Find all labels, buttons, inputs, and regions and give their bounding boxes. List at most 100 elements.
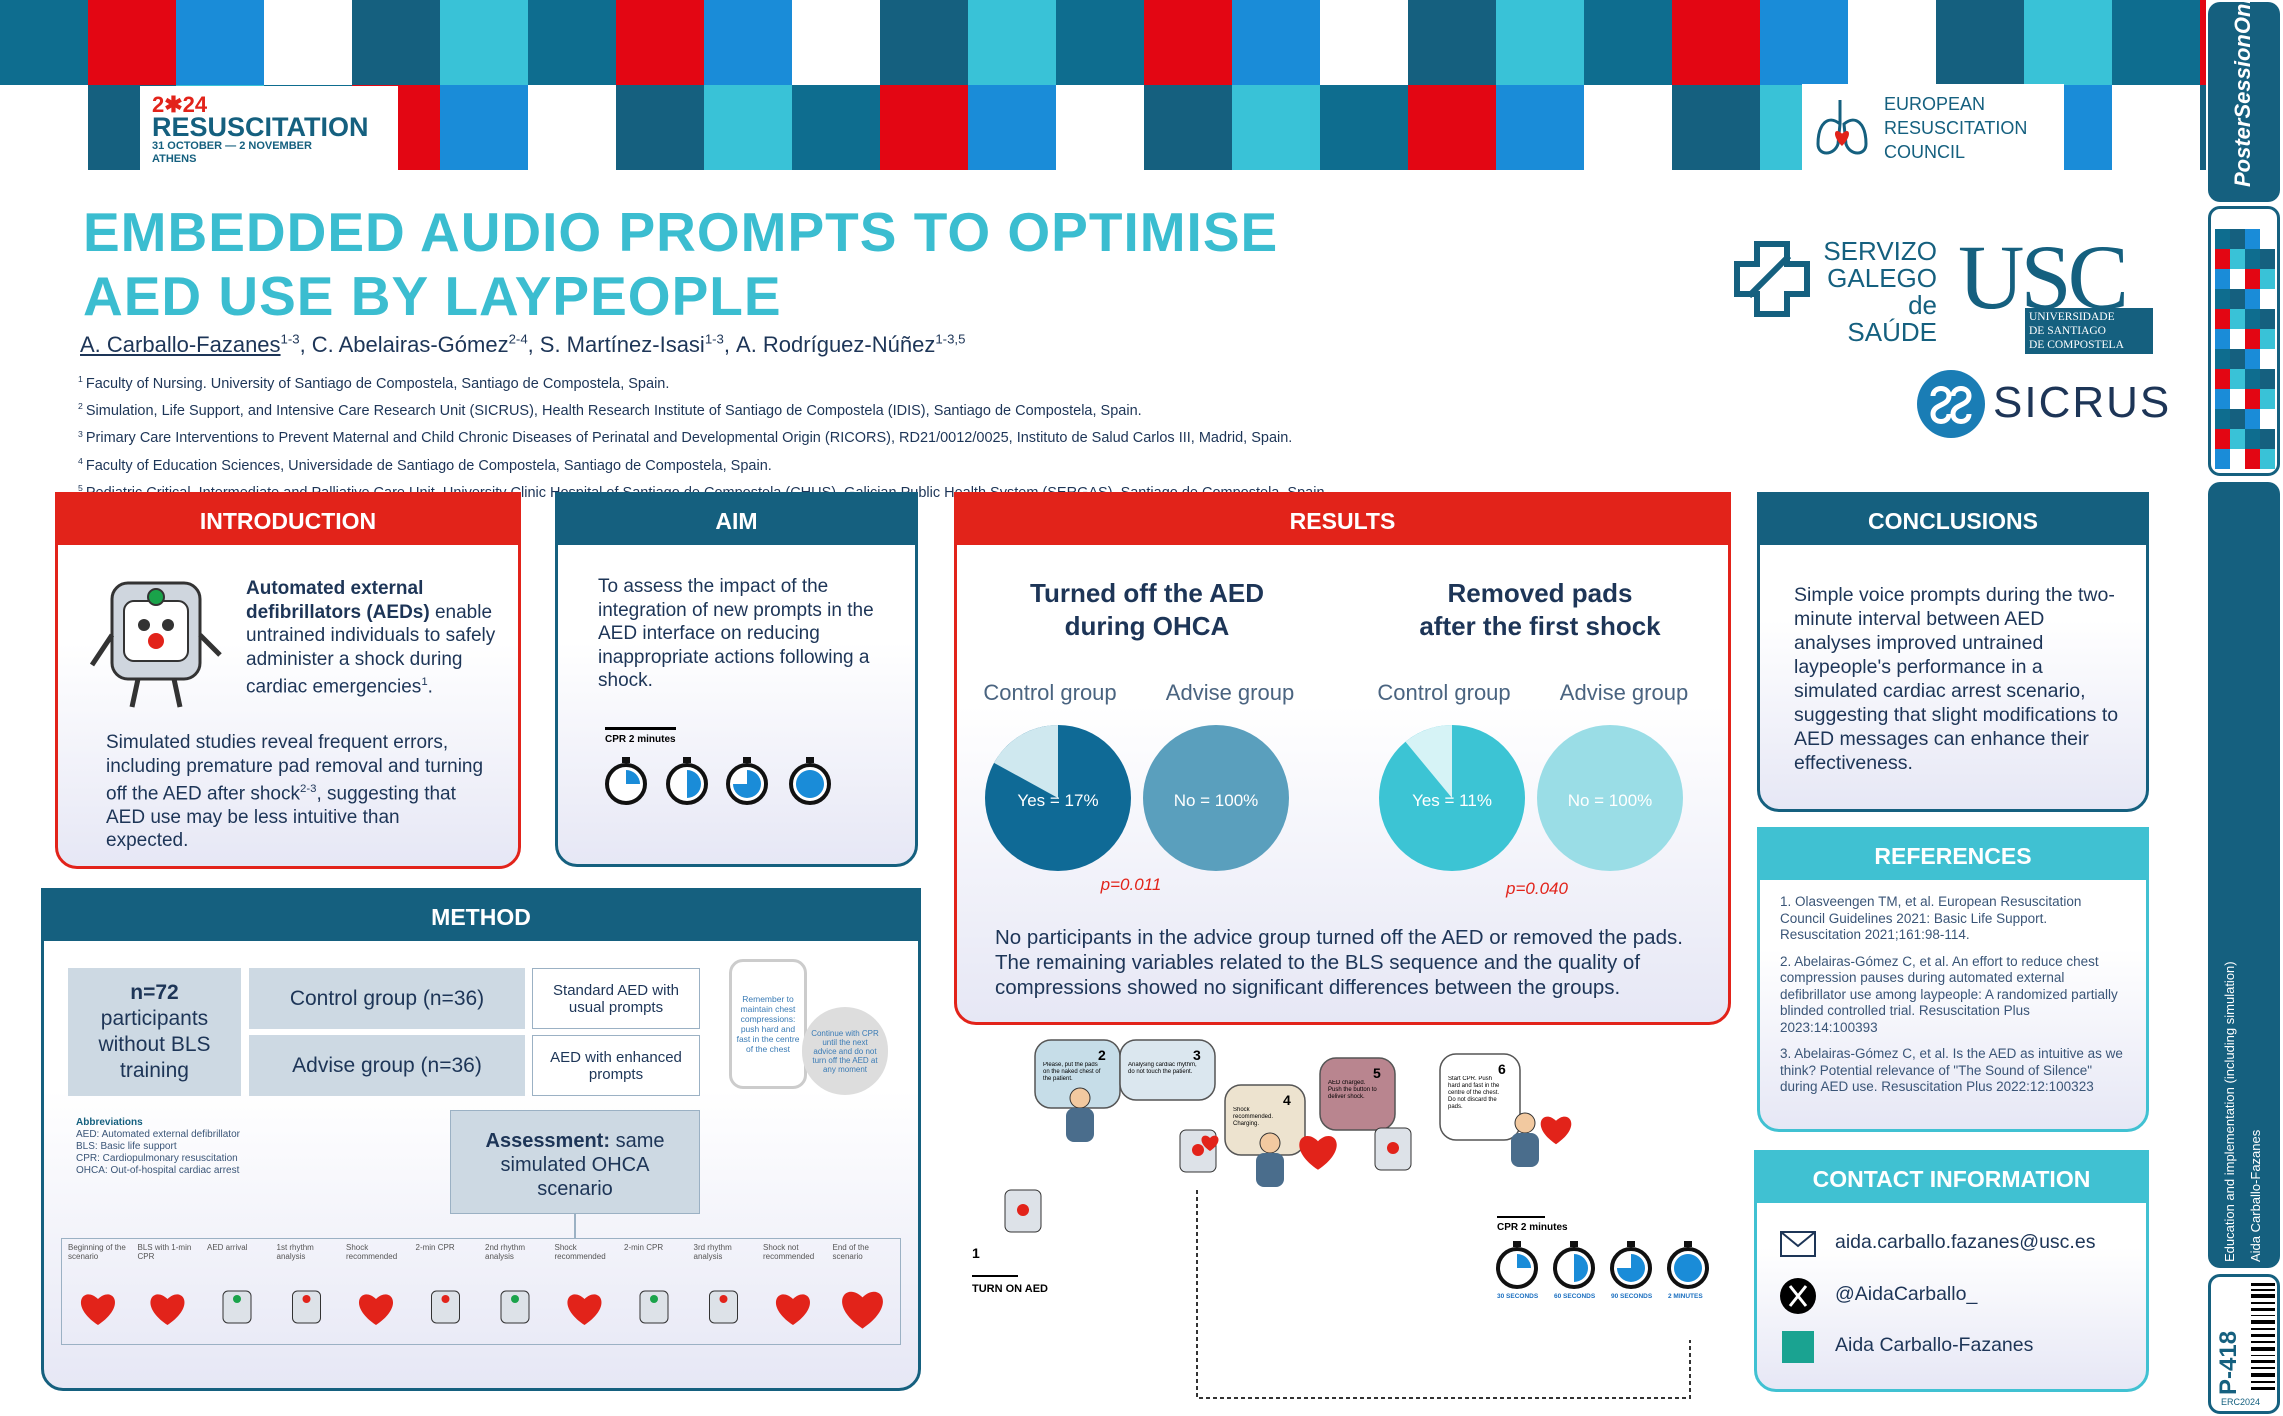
affil-text: Simulation, Life Support, and Intensive … <box>85 403 1142 420</box>
tile <box>2260 309 2275 329</box>
section-heading: AIM <box>558 495 915 545</box>
references: REFERENCES 1. Olasveengen TM, et al. Eur… <box>1757 827 2149 1132</box>
tile <box>1056 85 1144 170</box>
timeline-label: AED arrival <box>207 1243 248 1252</box>
aed-icon <box>1004 1189 1042 1233</box>
timeline-label: End of the scenario <box>832 1243 869 1261</box>
tile <box>2230 389 2245 409</box>
circle <box>147 588 165 606</box>
stopwatch-button <box>1513 1241 1521 1247</box>
stopwatch-button <box>1684 1241 1692 1247</box>
affil-num: 2 <box>78 401 83 412</box>
researchgate[interactable]: Aida Carballo-Fazanes <box>1835 1334 2034 1356</box>
path <box>1816 100 1868 155</box>
connector-line <box>1196 1190 1691 1399</box>
tile <box>1496 85 1584 170</box>
erc-line: EUROPEAN <box>1884 94 1986 114</box>
affil-num: 3 <box>78 428 83 439</box>
tile <box>2260 289 2275 309</box>
authors: A. Carballo-Fazanes1-3C. Abelairas-Gómez… <box>80 332 965 358</box>
sergas-line: SERVIZO <box>1823 236 1937 266</box>
rect <box>2251 1347 2275 1351</box>
tile <box>2245 329 2260 349</box>
body-text: Simulated studies reveal frequent errors… <box>106 732 484 805</box>
affil-num: 5 <box>78 483 83 494</box>
timeline-label: 3rd rhythm analysis <box>693 1243 732 1261</box>
circle <box>138 619 150 631</box>
tile <box>2230 309 2245 329</box>
div: UNIVERSIDADE DE SANTIAGO DE COMPOSTELA <box>2025 308 2153 354</box>
sample-text: participants without BLS training <box>98 1007 211 1082</box>
circle <box>148 633 164 649</box>
tile <box>2215 309 2230 329</box>
start-label: TURN ON AED <box>972 1283 1048 1295</box>
introduction: INTRODUCTION Automated external defibril… <box>55 492 521 869</box>
rect <box>1780 1231 1816 1257</box>
aed-light <box>441 1295 450 1303</box>
rect <box>2251 1373 2275 1377</box>
person-body <box>1066 1108 1094 1142</box>
heart-icon <box>150 1294 185 1325</box>
sidebar-id: P-418 ERC2024 <box>2208 1274 2280 1414</box>
aed-icon <box>1179 1129 1217 1173</box>
story-bubble <box>1439 1053 1521 1141</box>
rect <box>2251 1308 2275 1311</box>
author: A. Rodríguez-Núñez1-3,5 <box>736 332 965 357</box>
sicrus-icon <box>1917 370 1985 438</box>
bubble-text-box: Start CPR. Push hard and fast in the cen… <box>1448 1076 1499 1110</box>
tile <box>2245 289 2260 309</box>
tile <box>0 0 88 85</box>
rect <box>2251 1289 2275 1291</box>
heart-icon <box>1540 1116 1572 1145</box>
results: RESULTS No participants in the advice gr… <box>954 492 1731 1025</box>
title-line: AED USE BY LAYPEOPLE <box>83 265 782 327</box>
intro-body: Simulated studies reveal frequent errors… <box>106 731 486 853</box>
tile <box>2260 409 2275 429</box>
tile <box>1320 0 1408 85</box>
reference: 2. Abelairas-Gómez C, et al. An effort t… <box>1780 953 2118 1035</box>
twitter[interactable]: @AidaCarballo_ <box>1835 1283 1978 1305</box>
step-number: 5 <box>1373 1065 1381 1081</box>
section-heading: RESULTS <box>957 495 1728 545</box>
rect <box>2251 1367 2275 1369</box>
abbr-heading: Abbreviations <box>76 1117 143 1128</box>
timeline-label: Beginning of the scenario <box>68 1243 126 1261</box>
aed-light <box>233 1295 241 1303</box>
body-text: , suggesting that AED use may be less in… <box>106 783 456 852</box>
speech-bubble: Remember to maintain chest compressions:… <box>729 959 807 1089</box>
tile <box>1496 0 1584 85</box>
bubble-text: Analysing cardiac rhythm, do not touch t… <box>1128 1062 1197 1075</box>
stopwatch <box>1496 1247 1538 1289</box>
abbr-item: CPR: Cardiopulmonary resuscitation <box>76 1153 238 1164</box>
aed-icon <box>709 1290 738 1324</box>
section-heading: INTRODUCTION <box>58 495 518 545</box>
tile <box>1584 0 1672 85</box>
tile <box>616 0 704 85</box>
timeline: Beginning of the scenario BLS with 1-min … <box>61 1238 901 1345</box>
sidebar-author: Aida Carballo-Fazanes <box>2248 1129 2263 1262</box>
aed-icon <box>500 1290 530 1324</box>
step-number: 6 <box>1498 1061 1506 1077</box>
stopwatch <box>1553 1247 1595 1289</box>
tile <box>1672 0 1760 85</box>
reference-list: 1. Olasveengen TM, et al. European Resus… <box>1780 894 2130 1106</box>
timer-label: CPR 2 minutes <box>605 727 676 745</box>
event-logo: 2✱24 RESUSCITATION 31 OCTOBER — 2 NOVEMB… <box>140 86 398 170</box>
tile <box>2230 229 2245 249</box>
tile <box>2024 0 2112 85</box>
author: A. Carballo-Fazanes1-3 <box>80 332 312 357</box>
usc-logo: USC <box>1958 226 2129 328</box>
lead-bold: Automated external defibrillators (AEDs) <box>246 578 430 623</box>
tile <box>1584 85 1672 170</box>
tile <box>2215 329 2230 349</box>
abbr-item: AED: Automated external defibrillator <box>76 1129 240 1140</box>
tile <box>880 0 968 85</box>
aed-face <box>1387 1142 1399 1154</box>
tile <box>968 0 1056 85</box>
bubble-text-box: Shock recommended. Charging. <box>1233 1107 1273 1127</box>
title-line: EMBEDDED AUDIO PROMPTS TO OPTIMISE <box>83 201 1279 263</box>
affiliation: 4 Faculty of Education Sciences, Universi… <box>78 450 1329 477</box>
affil-num: 1 <box>78 374 83 384</box>
email[interactable]: aida.carballo.fazanes@usc.es <box>1835 1231 2096 1253</box>
affil-text: Primary Care Interventions to Prevent Ma… <box>85 430 1293 447</box>
